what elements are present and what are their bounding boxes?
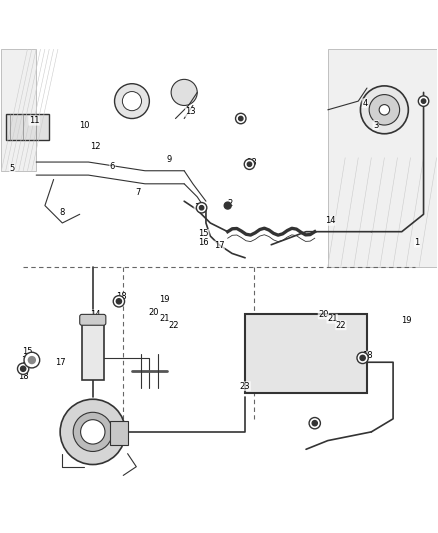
Bar <box>110 421 127 445</box>
Text: 18: 18 <box>362 351 372 360</box>
Circle shape <box>115 84 149 118</box>
Circle shape <box>224 202 231 209</box>
Circle shape <box>81 419 105 444</box>
Text: 15: 15 <box>198 229 209 238</box>
Text: 5: 5 <box>10 164 15 173</box>
Text: 15: 15 <box>22 347 33 356</box>
Text: 16: 16 <box>21 356 32 365</box>
Circle shape <box>236 114 246 124</box>
Text: 8: 8 <box>60 207 65 216</box>
Bar <box>6 114 49 140</box>
Text: 21: 21 <box>327 314 337 323</box>
Text: 19: 19 <box>401 317 411 326</box>
Text: 22: 22 <box>168 321 179 330</box>
Text: 17: 17 <box>55 358 65 367</box>
Text: 19: 19 <box>159 295 170 304</box>
Circle shape <box>360 356 365 360</box>
Text: 12: 12 <box>90 142 100 151</box>
Circle shape <box>171 79 197 106</box>
Text: 18: 18 <box>246 158 257 166</box>
Text: 7: 7 <box>136 188 141 197</box>
Circle shape <box>196 203 207 213</box>
Text: 17: 17 <box>214 241 224 250</box>
Text: 23: 23 <box>240 382 251 391</box>
Circle shape <box>309 417 321 429</box>
Text: 20: 20 <box>318 310 328 319</box>
Text: 18: 18 <box>18 372 28 381</box>
Circle shape <box>28 357 35 364</box>
Circle shape <box>113 296 124 307</box>
FancyBboxPatch shape <box>80 314 106 325</box>
Text: 3: 3 <box>373 120 378 130</box>
Text: 1: 1 <box>414 238 420 247</box>
Circle shape <box>247 162 252 166</box>
Text: 4: 4 <box>362 99 367 108</box>
Circle shape <box>18 363 29 375</box>
Circle shape <box>244 159 254 169</box>
Circle shape <box>73 413 113 451</box>
Text: 11: 11 <box>29 116 39 125</box>
Text: 10: 10 <box>79 120 89 130</box>
Circle shape <box>369 94 399 125</box>
Circle shape <box>199 206 204 210</box>
Bar <box>245 314 367 393</box>
Text: 14: 14 <box>325 216 335 225</box>
Circle shape <box>360 86 408 134</box>
Polygon shape <box>1 49 36 171</box>
Circle shape <box>418 96 429 107</box>
Circle shape <box>421 99 426 103</box>
Circle shape <box>116 298 121 304</box>
Text: 22: 22 <box>336 321 346 330</box>
Text: 20: 20 <box>148 308 159 317</box>
Text: 18: 18 <box>309 421 320 430</box>
Text: 18: 18 <box>194 203 205 212</box>
Text: 2: 2 <box>227 199 233 208</box>
Circle shape <box>357 352 368 364</box>
Text: 9: 9 <box>166 156 172 164</box>
Circle shape <box>239 116 243 120</box>
Circle shape <box>379 104 390 115</box>
Text: 13: 13 <box>185 108 196 117</box>
Circle shape <box>312 421 318 426</box>
Text: 14: 14 <box>90 310 100 319</box>
Polygon shape <box>328 49 437 266</box>
Text: 18: 18 <box>116 293 127 302</box>
Circle shape <box>60 399 125 465</box>
Circle shape <box>24 352 40 368</box>
Text: 21: 21 <box>159 314 170 323</box>
Bar <box>82 319 104 379</box>
Circle shape <box>122 92 141 111</box>
Text: 6: 6 <box>110 162 115 171</box>
Text: 16: 16 <box>198 238 209 247</box>
Circle shape <box>21 366 26 372</box>
